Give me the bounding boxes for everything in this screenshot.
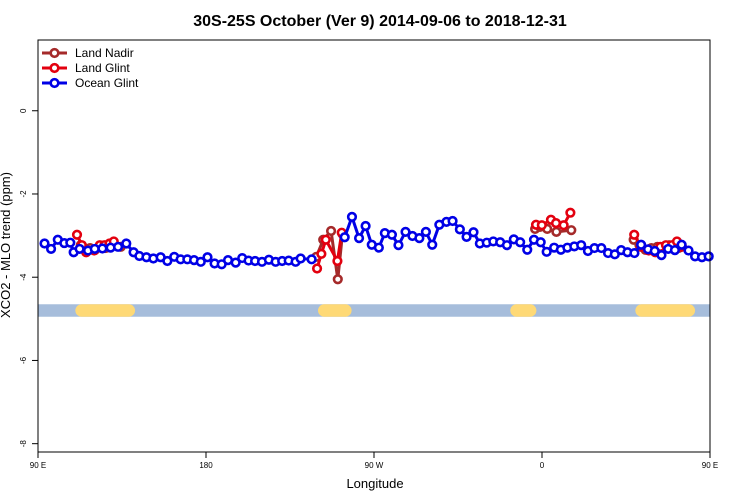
ocean-glint-point <box>393 240 404 251</box>
ocean-glint-point <box>74 243 85 255</box>
ocean-glint-point <box>386 229 398 240</box>
ocean-glint-point <box>703 251 714 262</box>
land-glint-point <box>558 220 569 231</box>
ocean-glint-point <box>515 237 526 248</box>
ocean-glint-point <box>656 250 667 261</box>
ocean-glint-point <box>162 255 173 267</box>
land-glint-point <box>311 263 323 274</box>
ocean-glint-point <box>295 253 306 264</box>
x-tick-label: 90 W <box>365 461 384 470</box>
ocean-glint-point <box>669 245 681 256</box>
legend-marker-ocean-glint <box>49 77 60 89</box>
ocean-glint-point <box>629 247 640 259</box>
ocean-glint-point <box>202 252 213 263</box>
ocean-glint-point <box>541 246 552 257</box>
ocean-glint-point <box>306 254 317 265</box>
ocean-glint-point <box>65 237 76 248</box>
x-tick-label: 90 E <box>702 461 718 470</box>
land-glint-point <box>629 229 640 240</box>
land-glint-point <box>71 229 83 240</box>
ocean-glint-point <box>454 224 465 235</box>
ocean-glint-point <box>414 232 425 244</box>
ocean-glint-point <box>461 231 472 242</box>
ocean-glint-point <box>121 238 132 249</box>
ocean-glint-point <box>39 238 50 249</box>
ocean-glint-point <box>195 256 206 267</box>
land-glint-point <box>316 248 327 260</box>
land-segment-4 <box>635 304 696 317</box>
ocean-glint-point <box>468 227 479 238</box>
ocean-glint-point <box>112 241 124 252</box>
ocean-glint-point <box>535 237 546 248</box>
legend-label-land-nadir: Land Nadir <box>75 46 134 60</box>
land-glint-point <box>565 207 576 218</box>
x-axis-label: Longitude <box>346 476 403 491</box>
legend-marker-land-glint <box>49 62 60 74</box>
ocean-glint-point <box>360 220 371 232</box>
land-nadir-point <box>566 225 577 236</box>
land-nadir-point <box>332 274 343 285</box>
land-glint-point <box>320 234 331 245</box>
x-tick-label: 0 <box>540 461 545 470</box>
ocean-glint-point <box>420 226 431 237</box>
legend-label-land-glint: Land Glint <box>75 61 130 75</box>
ocean-glint-point <box>596 242 607 254</box>
chart-title: 30S-25S October (Ver 9) 2014-09-06 to 20… <box>193 13 567 30</box>
ocean-glint-point <box>576 240 587 251</box>
y-tick-label: -8 <box>19 440 28 448</box>
ocean-glint-point <box>427 239 438 250</box>
land-nadir-point <box>551 226 562 237</box>
series-ocean-glint <box>39 211 714 270</box>
ocean-glint-point <box>346 211 358 222</box>
ocean-glint-point <box>97 243 108 254</box>
y-tick-label: -6 <box>19 356 28 364</box>
land-segment-3 <box>510 304 537 317</box>
ocean-glint-point <box>373 242 384 253</box>
ocean-glint-point <box>501 240 513 251</box>
y-axis-label: XCO2 - MLO trend (ppm) <box>0 172 13 318</box>
legend-label-ocean-glint: Ocean Glint <box>75 76 139 90</box>
land-segment-1 <box>75 304 136 317</box>
x-tick-label: 180 <box>199 461 213 470</box>
y-tick-label: -4 <box>19 273 28 281</box>
axes: 90 E 180 90 W 0 90 E 0 -2 -4 -6 -8 <box>19 39 718 470</box>
ocean-glint-point <box>400 226 411 237</box>
land-glint-point <box>332 255 343 267</box>
ocean-glint-point <box>676 239 687 250</box>
ocean-glint-point <box>45 243 57 255</box>
ocean-glint-point <box>447 215 458 227</box>
ocean-glint-point <box>636 239 647 250</box>
ocean-glint-point <box>230 257 241 268</box>
land-ocean-band <box>38 304 710 317</box>
land-glint-point <box>536 220 547 231</box>
series-layer <box>39 207 714 285</box>
land-segment-2 <box>318 304 352 317</box>
ocean-glint-point <box>353 232 365 244</box>
ocean-glint-point <box>683 245 694 256</box>
ocean-glint-point <box>339 232 350 243</box>
x-tick-label: 90 E <box>30 461 46 470</box>
land-nadir-point <box>325 225 337 237</box>
y-tick-label: 0 <box>19 108 28 113</box>
ocean-band <box>38 304 710 317</box>
ocean-glint-point <box>522 244 533 255</box>
legend-marker-land-nadir <box>49 47 60 59</box>
y-tick-label: -2 <box>19 190 28 198</box>
